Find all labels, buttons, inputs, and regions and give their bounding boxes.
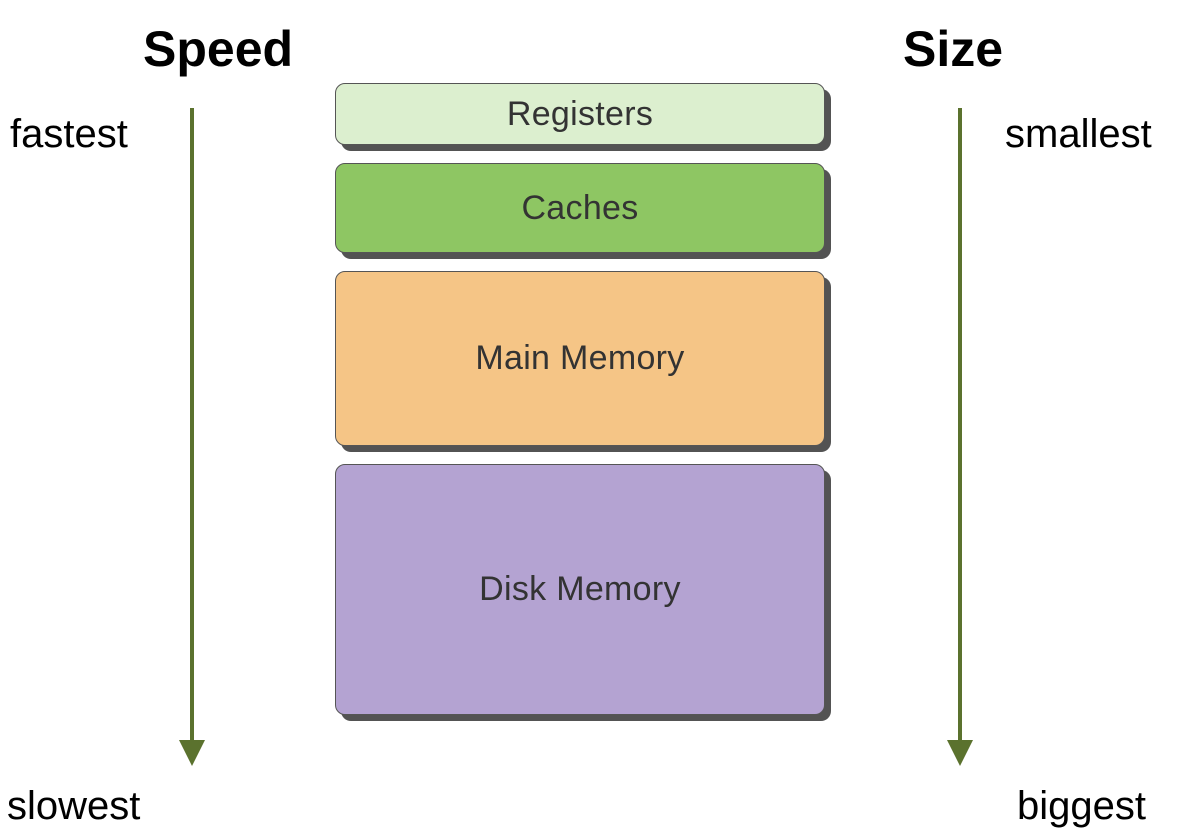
tier-caches: Caches xyxy=(335,163,825,253)
size-heading: Size xyxy=(903,20,1003,78)
size-arrow-head-icon xyxy=(947,740,973,766)
tier-registers: Registers xyxy=(335,83,825,145)
size-top-label: smallest xyxy=(1005,112,1152,157)
speed-top-label: fastest xyxy=(10,112,128,157)
memory-hierarchy-stack: Registers Caches Main Memory Disk Memory xyxy=(335,83,825,733)
tier-label: Disk Memory xyxy=(479,570,681,609)
speed-arrow-shaft xyxy=(190,108,194,742)
tier-label: Main Memory xyxy=(475,339,684,378)
tier-main-memory: Main Memory xyxy=(335,271,825,446)
speed-bottom-label: slowest xyxy=(7,784,140,829)
size-arrow xyxy=(947,108,973,766)
tier-label: Registers xyxy=(507,95,653,134)
tier-face: Registers xyxy=(335,83,825,145)
size-bottom-label: biggest xyxy=(1017,784,1146,829)
tier-label: Caches xyxy=(521,189,638,228)
tier-disk-memory: Disk Memory xyxy=(335,464,825,715)
tier-face: Caches xyxy=(335,163,825,253)
speed-arrow xyxy=(179,108,205,766)
tier-face: Disk Memory xyxy=(335,464,825,715)
tier-face: Main Memory xyxy=(335,271,825,446)
size-arrow-shaft xyxy=(958,108,962,742)
speed-arrow-head-icon xyxy=(179,740,205,766)
speed-heading: Speed xyxy=(143,20,293,78)
